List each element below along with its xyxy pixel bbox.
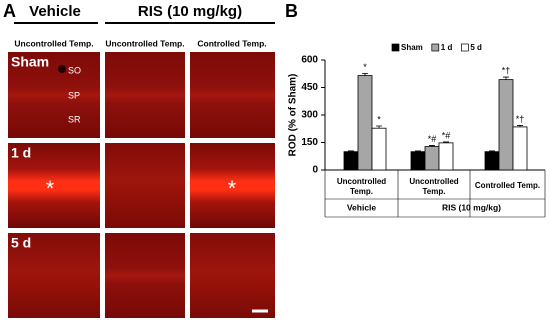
significance-mark: *# xyxy=(442,130,451,140)
bar xyxy=(424,146,440,171)
layer-label: SO xyxy=(68,65,81,75)
legend-label: 1 d xyxy=(441,43,453,52)
image xyxy=(190,52,275,138)
bar xyxy=(410,151,426,171)
image xyxy=(8,143,100,228)
column-label: Uncontrolled Temp. xyxy=(105,38,184,48)
bar xyxy=(357,75,373,171)
debris xyxy=(58,65,66,73)
significance-mark: *† xyxy=(502,65,511,75)
image-mark: * xyxy=(228,176,237,201)
x-tick-label: Uncontrolled Temp. xyxy=(336,177,387,196)
bar xyxy=(343,151,359,171)
legend-swatch xyxy=(431,43,440,52)
x-tick-label: Uncontrolled Temp. xyxy=(409,177,459,196)
group-label: RIS (10 mg/kg) xyxy=(442,202,501,212)
column-label: Uncontrolled Temp. xyxy=(14,38,93,48)
bar xyxy=(438,142,454,171)
row-label: 5 d xyxy=(11,235,31,251)
legend-label: 5 d xyxy=(470,43,482,52)
column-label: Controlled Temp. xyxy=(197,38,266,48)
micrographs xyxy=(8,52,275,318)
image xyxy=(190,233,275,318)
bar xyxy=(498,79,514,171)
category-box: Controlled Temp. xyxy=(474,181,541,190)
image xyxy=(105,143,185,228)
significance-mark: *† xyxy=(516,114,525,124)
category-box: Uncontrolled Temp. xyxy=(336,177,387,196)
legend-label: Sham xyxy=(401,43,423,52)
image xyxy=(105,52,185,138)
image-mark: * xyxy=(46,176,55,201)
significance-mark: * xyxy=(363,62,367,72)
category-box: Uncontrolled Temp. xyxy=(409,177,459,196)
row-label: Sham xyxy=(11,54,49,70)
error-bar xyxy=(517,125,523,127)
layer-label: SP xyxy=(68,90,80,100)
panel-label: B xyxy=(285,1,298,21)
legend-swatch xyxy=(391,43,400,52)
legend-swatch xyxy=(461,43,469,52)
x-tick-label: Controlled Temp. xyxy=(474,181,541,190)
error-bar xyxy=(362,72,368,76)
group-label: RIS (10 mg/kg) xyxy=(138,3,242,20)
layer-label: SR xyxy=(68,114,81,124)
image xyxy=(8,52,100,138)
group-label: Vehicle xyxy=(29,3,81,20)
y-axis-label: ROD (% of Sham) xyxy=(288,74,299,157)
significance-mark: * xyxy=(377,114,381,124)
error-bar xyxy=(489,150,495,152)
significance-mark: *# xyxy=(428,134,437,144)
image xyxy=(105,233,185,318)
y-tick-label: 150 xyxy=(301,137,318,148)
panel-label: A xyxy=(3,1,16,21)
error-bar xyxy=(503,76,509,80)
image xyxy=(8,233,100,318)
image xyxy=(190,143,275,228)
row-label: 1 d xyxy=(11,145,31,161)
bar xyxy=(512,126,528,171)
error-bar xyxy=(376,125,382,129)
y-tick-label: 450 xyxy=(301,82,318,93)
group-label: Vehicle xyxy=(347,202,377,212)
error-bar xyxy=(348,150,354,152)
y-tick-label: 0 xyxy=(312,165,318,176)
error-bar xyxy=(415,150,421,152)
y-tick-label: 600 xyxy=(301,55,318,66)
error-bar xyxy=(429,145,435,147)
bar xyxy=(371,127,387,171)
bar xyxy=(484,151,500,171)
error-bar xyxy=(443,141,449,143)
y-tick-label: 300 xyxy=(301,110,318,121)
